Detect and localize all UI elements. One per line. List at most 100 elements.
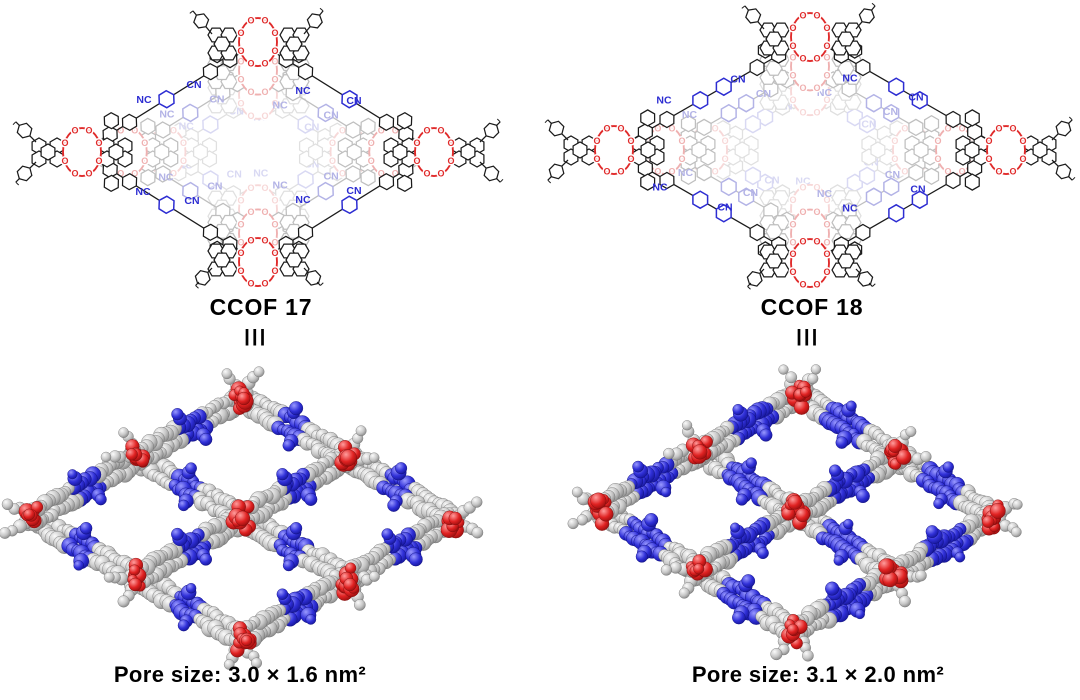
svg-text:CN: CN [717,202,732,214]
svg-text:O: O [799,182,806,192]
svg-text:O: O [1009,166,1016,176]
svg-text:O: O [891,154,898,164]
svg-text:O: O [799,11,806,21]
svg-text:O: O [237,46,244,56]
svg-text:O: O [789,249,796,259]
svg-text:NC: NC [273,99,289,111]
svg-text:O: O [271,220,278,230]
svg-text:O: O [131,126,138,136]
svg-text:CN: CN [227,169,242,181]
svg-text:CN: CN [861,119,876,131]
svg-text:O: O [117,168,124,178]
svg-text:O: O [247,16,254,26]
ccof18-chemical-structure-diagram: NCCNNCCNNCCNNCCNOOOOOOOOOOOOOOOOOOOOOOOO… [544,2,1076,291]
svg-text:O: O [644,154,651,164]
svg-text:CN: CN [186,79,201,91]
svg-text:O: O [654,166,661,176]
svg-text:O: O [180,156,187,166]
ccof18-spacefilling-packing-model [567,364,1023,662]
svg-text:O: O [654,124,661,134]
svg-text:O: O [141,156,148,166]
svg-text:O: O [423,168,430,178]
ccof17-chemical-structure-diagram: NCCNNCCNNCCNNCCNOOOOOOOOOOOOOOOOOOOOOOOO… [12,7,504,290]
svg-text:O: O [799,279,806,289]
svg-text:O: O [789,95,796,105]
svg-text:O: O [85,168,92,178]
svg-text:O: O [789,195,796,205]
svg-text:O: O [789,267,796,277]
svg-text:O: O [61,138,68,148]
svg-text:O: O [789,53,796,63]
svg-text:CN: CN [324,171,339,183]
svg-text:O: O [985,136,992,146]
svg-text:CN: CN [885,169,900,181]
svg-text:O: O [789,41,796,51]
svg-text:O: O [423,126,430,136]
svg-text:O: O [901,166,908,176]
svg-text:O: O [85,126,92,136]
svg-text:O: O [261,87,268,97]
svg-text:O: O [985,154,992,164]
svg-text:O: O [644,136,651,146]
svg-text:O: O [247,87,254,97]
svg-text:O: O [378,126,385,136]
svg-text:O: O [823,249,830,259]
ccof18-pore-size-label: Pore size: 3.1 × 2.0 nm² [691,662,945,687]
svg-text:O: O [934,136,941,146]
svg-text:NC: NC [253,168,269,180]
svg-text:NC: NC [652,182,668,194]
svg-text:O: O [823,220,830,230]
ccof18-equivalence-symbol: III [796,325,820,352]
svg-text:O: O [823,267,830,277]
svg-text:CN: CN [184,195,199,207]
svg-text:NC: NC [817,188,833,200]
svg-text:NC: NC [273,180,289,192]
svg-text:O: O [813,279,820,289]
svg-text:O: O [668,124,675,134]
svg-text:NC: NC [842,73,858,85]
svg-text:O: O [722,136,729,146]
svg-text:O: O [678,136,685,146]
svg-text:O: O [789,238,796,248]
svg-text:CN: CN [304,121,319,133]
svg-text:O: O [995,166,1002,176]
svg-text:O: O [247,111,254,121]
svg-text:O: O [959,166,966,176]
svg-text:O: O [247,207,254,217]
svg-text:O: O [603,166,610,176]
svg-text:O: O [271,266,278,276]
svg-text:CN: CN [346,185,361,197]
svg-text:O: O [1019,154,1026,164]
svg-text:O: O [823,53,830,63]
svg-text:O: O [959,124,966,134]
svg-text:O: O [813,83,820,93]
svg-text:NC: NC [136,94,152,106]
svg-text:O: O [329,138,336,148]
svg-text:O: O [678,154,685,164]
svg-text:CN: CN [324,109,339,121]
svg-text:O: O [823,70,830,80]
svg-text:O: O [170,126,177,136]
svg-text:O: O [180,138,187,148]
svg-text:O: O [95,138,102,148]
svg-text:NC: NC [817,87,833,99]
svg-text:O: O [247,183,254,193]
svg-text:O: O [413,138,420,148]
svg-text:O: O [247,236,254,246]
svg-text:O: O [237,195,244,205]
svg-text:O: O [61,156,68,166]
svg-text:O: O [617,124,624,134]
svg-text:O: O [447,138,454,148]
svg-text:O: O [968,154,975,164]
svg-text:O: O [617,166,624,176]
svg-text:O: O [995,124,1002,134]
svg-text:CN: CN [756,88,771,100]
svg-text:NC: NC [135,186,151,198]
svg-text:O: O [261,16,268,26]
svg-text:O: O [722,154,729,164]
svg-text:O: O [813,53,820,63]
svg-text:O: O [237,266,244,276]
svg-text:O: O [603,124,610,134]
svg-text:O: O [368,138,375,148]
